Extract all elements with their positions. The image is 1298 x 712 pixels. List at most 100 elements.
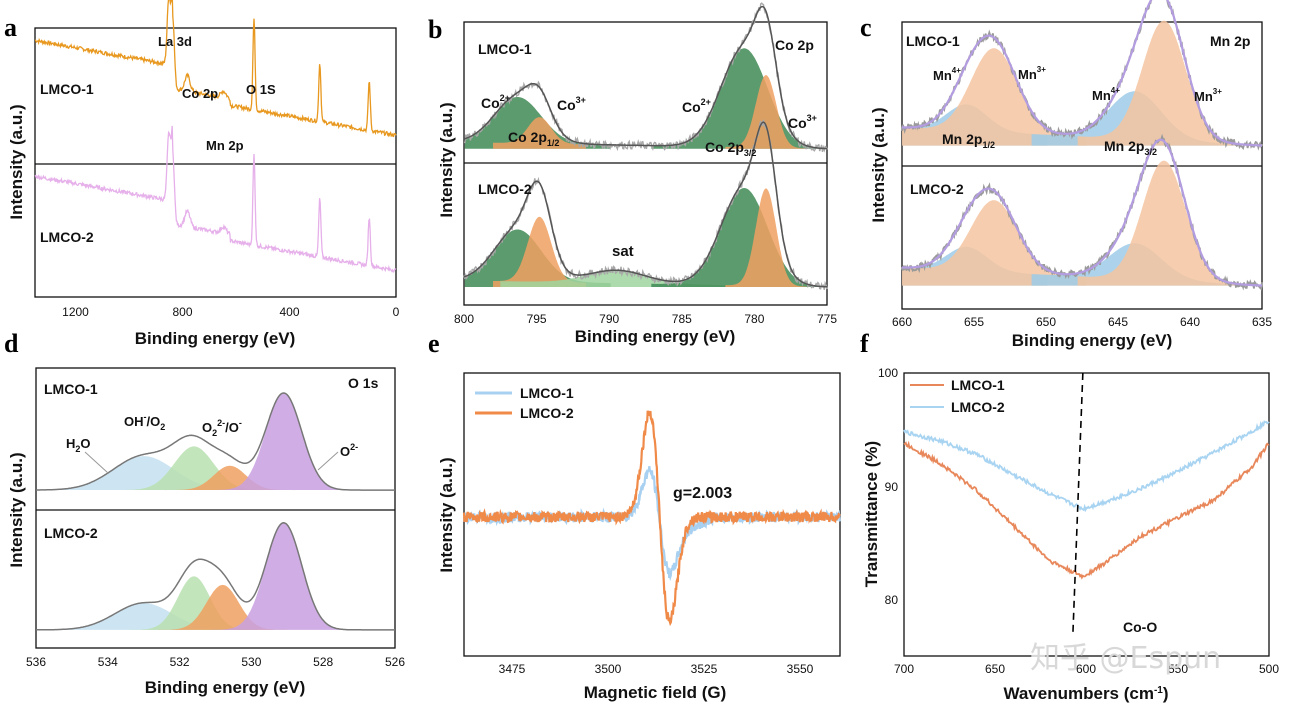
b-xtick: 780 — [744, 312, 764, 326]
b-components-lmco1 — [464, 48, 827, 149]
f-yticks: 100 90 80 — [878, 366, 898, 607]
b-envelope-lmco2 — [463, 121, 827, 288]
b-envelope-lmco1 — [463, 5, 827, 150]
f-xtick: 700 — [894, 662, 914, 676]
b-ylabel: Intensity (a.u.) — [437, 102, 456, 217]
a-annot-mn2p: Mn 2p — [206, 138, 244, 153]
d-xlabel: Binding energy (eV) — [145, 678, 306, 697]
e-legend-label-lmco2: LMCO-2 — [520, 405, 574, 421]
f-series-lmco1 — [903, 440, 1270, 580]
c-component-mn3 — [902, 200, 1087, 286]
d-xtick: 536 — [26, 655, 46, 669]
f-xtick: 500 — [1259, 662, 1279, 676]
d-pointer-h2o — [84, 451, 109, 474]
c-label-mn3plus-right: Mn3+ — [1194, 87, 1222, 104]
f-coo-marker — [1072, 372, 1084, 636]
a-sample-lmco2: LMCO-2 — [40, 229, 94, 245]
panel-f-frame — [903, 372, 1270, 657]
d-component-oho2 — [114, 446, 273, 491]
b-component-co3 — [493, 216, 586, 287]
b-label-sat: sat — [612, 243, 634, 260]
b-label-co2plus-right: Co2+ — [682, 97, 711, 115]
e-xtick: 3550 — [787, 662, 814, 676]
c-xtick: 655 — [964, 315, 984, 329]
e-series-lmco2 — [462, 410, 841, 627]
e-xlabel: Magnetic field (G) — [584, 683, 727, 702]
d-sample-lmco1: LMCO-1 — [44, 381, 98, 397]
b-sample-lmco2: LMCO-2 — [478, 181, 532, 197]
a-sample-lmco1: LMCO-1 — [40, 81, 94, 97]
d-envelope-lmco1 — [36, 392, 395, 491]
f-xlabel: Wavenumbers (cm-1) — [1003, 684, 1168, 703]
e-ylabel: Intensity (a.u.) — [437, 457, 456, 572]
a-xlabel: Binding energy (eV) — [135, 329, 296, 348]
f-series-lmco2 — [903, 420, 1270, 513]
d-component-o2 — [211, 522, 356, 630]
c-label-mn3plus-left: Mn3+ — [1018, 65, 1046, 82]
c-xtick: 645 — [1108, 315, 1128, 329]
f-xticks: 700 650 600 550 500 — [894, 662, 1279, 676]
b-label-co3plus-left: Co3+ — [557, 95, 586, 113]
f-ytick: 90 — [885, 480, 899, 494]
c-sample-lmco2: LMCO-2 — [910, 181, 964, 197]
c-xtick: 635 — [1252, 315, 1272, 329]
panel-c: c LMCO-1 LMCO-2 Mn 2p Mn4+ Mn3+ Mn4+ Mn3… — [860, 0, 1272, 350]
a-series-lmco1 — [34, 0, 397, 138]
panel-label-a: a — [4, 13, 17, 42]
b-component-co3 — [493, 117, 586, 149]
a-annot-o1s: O 1S — [246, 82, 276, 97]
e-xticks: 3475 3500 3525 3550 — [499, 662, 814, 676]
d-xtick: 534 — [98, 655, 118, 669]
b-label-co2p12: Co 2p1/2 — [508, 129, 559, 148]
f-xtick: 550 — [1168, 662, 1188, 676]
c-ylabel: Intensity (a.u.) — [869, 107, 888, 222]
f-annot-coo: Co-O — [1123, 619, 1157, 635]
c-sample-lmco1: LMCO-1 — [906, 33, 960, 49]
c-envelope-lmco2 — [901, 138, 1263, 287]
a-xtick: 800 — [172, 305, 192, 319]
f-legend-label-lmco1: LMCO-1 — [951, 377, 1005, 393]
panel-label-d: d — [4, 329, 19, 358]
c-label-mn2p32: Mn 2p3/2 — [1104, 138, 1157, 157]
a-annot-co2p: Co 2p — [182, 86, 218, 101]
panel-d-frame — [35, 367, 396, 649]
f-legend-label-lmco2: LMCO-2 — [951, 399, 1005, 415]
b-title: Co 2p — [775, 37, 814, 53]
d-component-o22o — [158, 584, 288, 630]
c-component-mn3 — [1077, 160, 1251, 286]
d-components-lmco2 — [36, 522, 356, 630]
f-ylabel: Transmittance (%) — [862, 441, 881, 587]
b-xtick: 775 — [817, 312, 837, 326]
c-components-lmco2 — [902, 160, 1251, 286]
f-xtick: 650 — [985, 662, 1005, 676]
e-series-lmco1 — [462, 466, 842, 582]
d-component-o22o — [165, 465, 295, 491]
b-component-co3 — [725, 188, 807, 287]
watermark: 知乎 @Espun — [1030, 641, 1221, 676]
d-label-oh-o2: OH-/O2 — [124, 412, 165, 432]
a-xtick: 0 — [393, 305, 400, 319]
b-component-co2 — [651, 188, 827, 287]
b-xtick: 795 — [527, 312, 547, 326]
a-series-lmco2 — [34, 125, 397, 273]
d-pointer-o2minus — [317, 451, 339, 471]
d-component-oho2 — [129, 576, 259, 630]
b-component-sat — [500, 270, 733, 287]
panel-a-frame — [34, 27, 397, 298]
panel-a: a LMCO-1 LMCO-2 La 3d Co 2p O 1S Mn 2p 1… — [4, 0, 400, 348]
panel-label-f: f — [860, 329, 869, 358]
panel-label-c: c — [860, 13, 872, 42]
c-envelope-lmco1 — [902, 0, 1263, 147]
d-xtick: 526 — [385, 655, 405, 669]
d-xtick: 530 — [241, 655, 261, 669]
c-xtick: 640 — [1180, 315, 1200, 329]
f-ytick: 100 — [878, 366, 898, 380]
f-xtick: 600 — [1076, 662, 1096, 676]
a-xtick: 1200 — [62, 305, 89, 319]
e-legend-label-lmco1: LMCO-1 — [520, 385, 574, 401]
c-label-mn4plus-right: Mn4+ — [1092, 86, 1120, 103]
d-title: O 1s — [348, 375, 379, 391]
b-sample-lmco1: LMCO-1 — [478, 41, 532, 57]
d-ylabel: Intensity (a.u.) — [7, 452, 26, 567]
